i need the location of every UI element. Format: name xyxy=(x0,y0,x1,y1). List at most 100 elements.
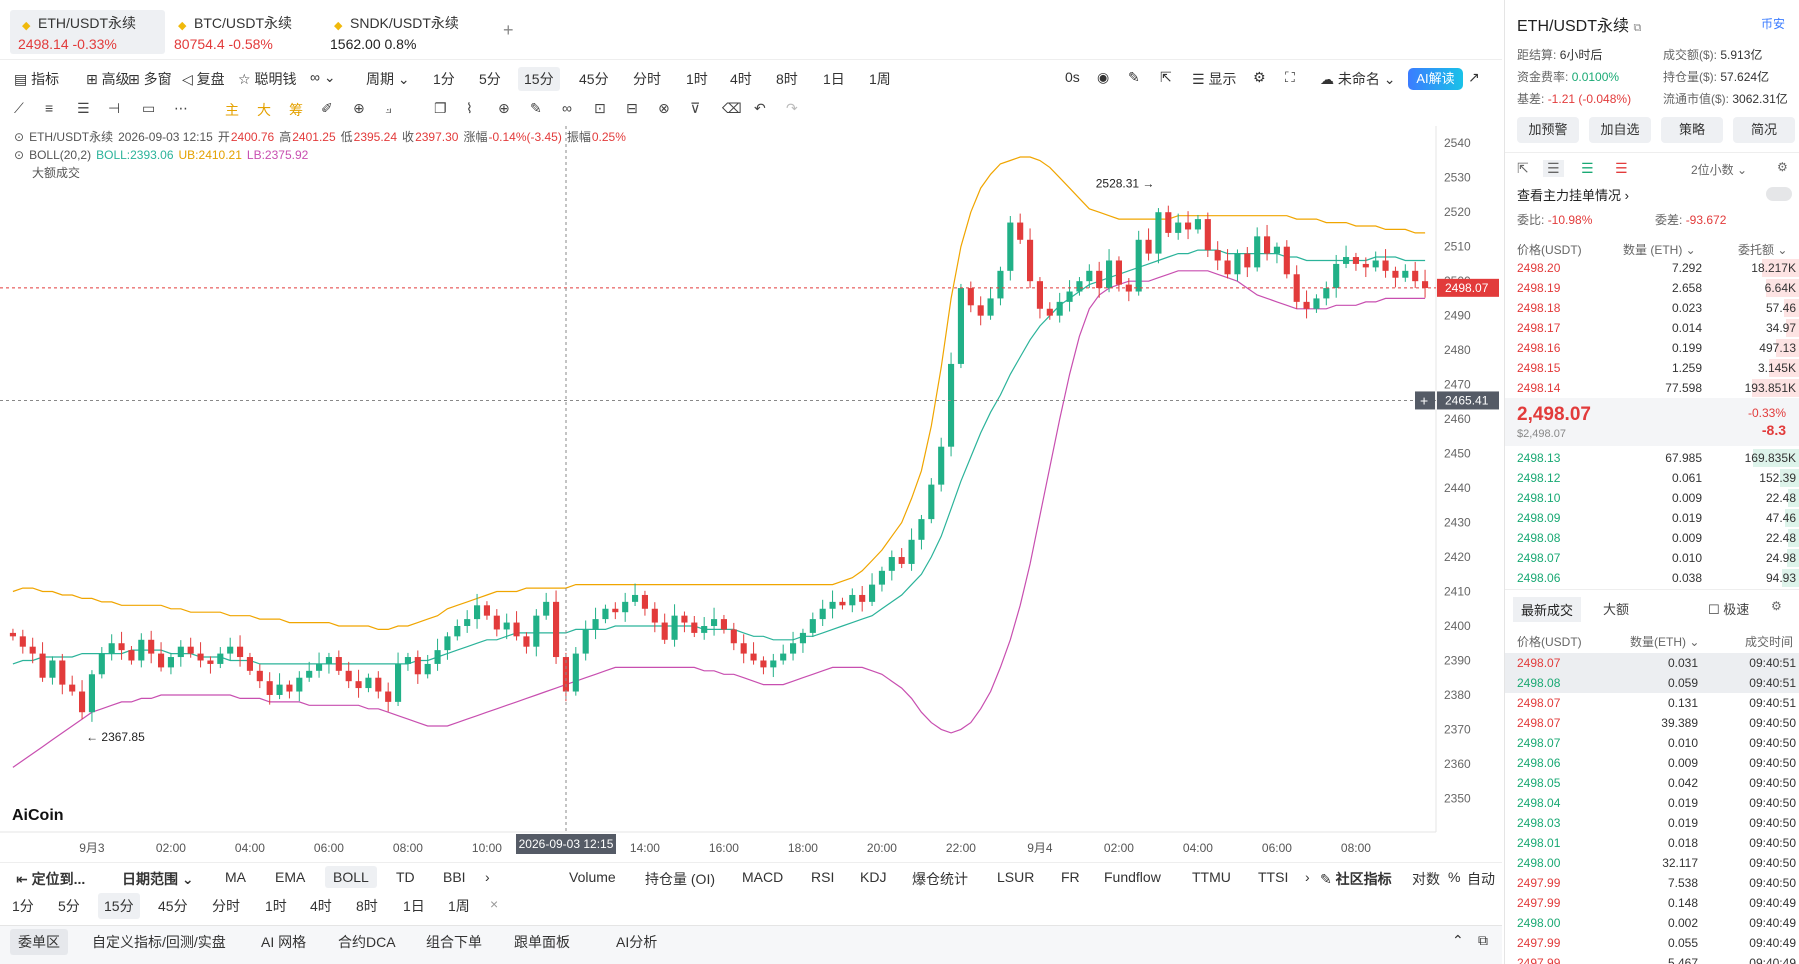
chevron-right-icon[interactable]: › xyxy=(485,869,490,885)
ind-ema[interactable]: EMA xyxy=(275,869,306,885)
orderbook-row[interactable]: 2498.08 0.009 22.48 xyxy=(1505,528,1799,548)
ind-volume[interactable]: Volume xyxy=(569,869,616,885)
fullscreen-icon[interactable]: ⛶ xyxy=(1285,69,1295,85)
orderbook-row[interactable]: 2498.20 7.292 18.217K xyxy=(1505,258,1799,278)
orderbook-row[interactable]: 2498.16 0.199 497.13 xyxy=(1505,338,1799,358)
tf2-1d[interactable]: 1日 xyxy=(403,898,425,914)
ind-fr[interactable]: FR xyxy=(1061,869,1080,885)
tf-4h[interactable]: 4时 xyxy=(730,71,752,87)
tab-ai-grid[interactable]: AI 网格 xyxy=(261,934,307,950)
tf-5m[interactable]: 5分 xyxy=(479,71,501,87)
legend-collapse-icon[interactable]: ⊙ xyxy=(14,148,25,162)
tf-45m[interactable]: 45分 xyxy=(579,71,609,87)
tf2-timeline[interactable]: 分时 xyxy=(212,898,240,914)
collapse-icon[interactable]: ⌃ xyxy=(1452,932,1464,948)
main-tool[interactable]: 主 xyxy=(225,102,239,118)
tab-dca[interactable]: 合约DCA xyxy=(338,934,396,950)
big-tool[interactable]: 大 xyxy=(257,102,271,118)
tab-big-trades[interactable]: 大额 xyxy=(1603,602,1630,617)
lock-icon[interactable]: ⊡ xyxy=(594,100,606,116)
tf-15m[interactable]: 15分 xyxy=(518,67,560,91)
tab-combo[interactable]: 组合下单 xyxy=(426,934,482,950)
add-favorite-button[interactable]: 加自选 xyxy=(1589,117,1651,143)
exchange-link[interactable]: 币安 xyxy=(1760,17,1785,31)
magnet2-icon[interactable]: ⊗ xyxy=(658,100,670,116)
close-icon[interactable]: × xyxy=(490,896,499,912)
orderbook-row[interactable]: 2498.09 0.019 47.46 xyxy=(1505,508,1799,528)
settings-icon[interactable]: ⚙ xyxy=(1777,160,1788,174)
whale-toggle[interactable] xyxy=(1766,187,1792,201)
popout-icon[interactable]: ⧉ xyxy=(1478,932,1488,948)
copy-icon[interactable]: ❐ xyxy=(434,100,447,116)
indicator-button[interactable]: ▤ 指标 xyxy=(14,71,60,87)
candlestick-chart[interactable]: 2540253025202510250024902480247024602450… xyxy=(0,126,1502,862)
highlight-icon[interactable]: ✎ xyxy=(530,100,542,116)
orderbook-row[interactable]: 2498.10 0.009 22.48 xyxy=(1505,488,1799,508)
line-tool-icon[interactable]: ⟋ xyxy=(14,100,24,116)
col-qty[interactable]: 数量 (ETH) ⌄ xyxy=(1623,243,1696,257)
orderbook-row[interactable]: 2498.12 0.061 152.39 xyxy=(1505,468,1799,488)
chips-tool[interactable]: 筹 xyxy=(289,102,303,118)
tab-orders[interactable]: 委单区 xyxy=(10,929,68,955)
tf2-45m[interactable]: 45分 xyxy=(158,898,188,914)
ray-tool-icon[interactable]: ⊣ xyxy=(108,100,121,116)
tf2-1w[interactable]: 1周 xyxy=(448,898,470,914)
popout-icon[interactable]: ⇱ xyxy=(1517,160,1529,176)
col-trade-qty[interactable]: 数量(ETH) ⌄ xyxy=(1630,635,1700,649)
overview-button[interactable]: 简况 xyxy=(1733,117,1795,143)
whale-orders-link[interactable]: 查看主力挂单情况 › xyxy=(1517,188,1629,203)
orderbook-bids-icon[interactable]: ☰ xyxy=(1581,160,1594,176)
orderbook-asks-icon[interactable]: ☰ xyxy=(1615,160,1628,176)
ind-ma[interactable]: MA xyxy=(225,869,246,885)
ind-rsi[interactable]: RSI xyxy=(811,869,835,885)
locate-button[interactable]: ⇤ 定位到... xyxy=(16,871,86,887)
legend-collapse-icon[interactable]: ⊙ xyxy=(14,130,25,144)
camera-icon[interactable]: ◉ xyxy=(1097,69,1110,85)
tf2-1h[interactable]: 1时 xyxy=(265,898,287,914)
tf2-4h[interactable]: 4时 xyxy=(310,898,332,914)
tf-1d[interactable]: 1日 xyxy=(823,71,845,87)
brush-icon[interactable]: ✐ xyxy=(321,100,333,116)
orderbook-row[interactable]: 2498.18 0.023 57.46 xyxy=(1505,298,1799,318)
tf2-15m[interactable]: 15分 xyxy=(98,893,140,919)
orderbook-row[interactable]: 2498.06 0.038 94.93 xyxy=(1505,568,1799,588)
alert-icon[interactable]: ⊟ xyxy=(626,100,638,116)
ind-fundflow[interactable]: Fundflow xyxy=(1104,869,1161,885)
orderbook-row[interactable]: 2498.14 77.598 193.851K xyxy=(1505,378,1799,398)
chart-area[interactable]: 2540253025202510250024902480247024602450… xyxy=(0,126,1502,862)
tab-latest-trades[interactable]: 最新成交 xyxy=(1513,597,1582,622)
decimals-dropdown[interactable]: 2位小数 ⌄ xyxy=(1691,163,1748,177)
log-toggle[interactable]: 对数 xyxy=(1412,871,1440,887)
orderbook-row[interactable]: 2498.07 0.010 24.98 xyxy=(1505,548,1799,568)
fast-mode-checkbox[interactable]: ☐ 极速 xyxy=(1708,602,1750,617)
orderbook-row[interactable]: 2498.19 2.658 6.64K xyxy=(1505,278,1799,298)
pen-icon[interactable]: ✎ xyxy=(1128,69,1140,85)
link-icon[interactable]: ∞ xyxy=(562,100,572,116)
orderbook-both-icon[interactable]: ☰ xyxy=(1543,160,1564,177)
ind-td[interactable]: TD xyxy=(396,869,415,885)
col-amount[interactable]: 委托额 ⌄ xyxy=(1738,243,1788,257)
tab-sndk[interactable]: ◆ SNDK/USDT永续 1562.00 0.8% xyxy=(322,10,477,54)
more-tools-icon[interactable]: ⋯ xyxy=(174,100,188,116)
ind-ttsi[interactable]: TTSI xyxy=(1258,869,1289,885)
add-tab-icon[interactable]: + xyxy=(503,20,514,40)
hline-tool-icon[interactable]: ≡ xyxy=(45,100,54,116)
orderbook-row[interactable]: 2498.13 67.985 169.835K xyxy=(1505,448,1799,468)
orderbook-row[interactable]: 2498.15 1.259 3.145K xyxy=(1505,358,1799,378)
measure-icon[interactable]: ⟓ xyxy=(385,100,392,116)
percent-toggle[interactable]: % xyxy=(1448,869,1461,885)
orderbook-row[interactable]: 2498.17 0.014 34.97 xyxy=(1505,318,1799,338)
ind-liquidation[interactable]: 爆仓统计 xyxy=(912,871,968,887)
tf-timeline[interactable]: 分时 xyxy=(633,71,661,87)
share-icon[interactable]: ⇱ xyxy=(1160,69,1172,85)
ai-interpret-button[interactable]: AI解读 xyxy=(1408,68,1463,90)
ind-boll[interactable]: BOLL xyxy=(325,866,377,888)
layout-dropdown[interactable]: ☁ 未命名 ⌄ xyxy=(1320,71,1396,87)
period-dropdown[interactable]: 周期 ⌄ xyxy=(366,71,410,87)
replay-button[interactable]: ◁ 复盘 xyxy=(182,71,225,87)
tf-1w[interactable]: 1周 xyxy=(869,71,891,87)
trash-icon[interactable]: ⌫ xyxy=(722,100,742,116)
channel-tool-icon[interactable]: ☰ xyxy=(77,100,90,116)
rect-tool-icon[interactable]: ▭ xyxy=(142,100,156,116)
tf-1m[interactable]: 1分 xyxy=(433,71,455,87)
